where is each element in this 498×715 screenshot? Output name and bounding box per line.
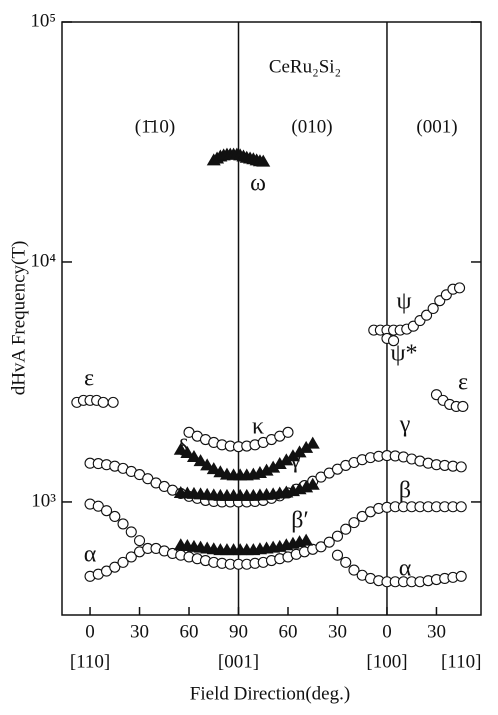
annotation: ε [84, 366, 94, 392]
data-point [323, 536, 335, 548]
data-point [272, 456, 287, 469]
data-point [200, 458, 215, 471]
y-tick-label: 10³ [31, 490, 56, 511]
data-point [455, 461, 467, 473]
data-point [340, 556, 352, 568]
data-point [421, 309, 433, 321]
data-point [305, 436, 320, 449]
x-tick-label: 60 [180, 621, 199, 642]
annotation: β [399, 478, 411, 504]
x-tick-label: 60 [278, 621, 297, 642]
x-tick-label: 30 [130, 621, 149, 642]
annotation: α [399, 556, 412, 582]
annotation: δ [177, 436, 188, 462]
data-point [292, 445, 307, 458]
data-point [455, 570, 467, 582]
data-point [331, 549, 344, 561]
data-point [125, 551, 137, 563]
y-axis-title: dHvA Frequency(T) [8, 241, 29, 396]
data-point [427, 302, 439, 315]
data-point [193, 454, 208, 467]
data-point [348, 517, 360, 529]
data-point [457, 400, 469, 413]
annotation: γ [399, 412, 411, 438]
x-tick-label: 90 [229, 621, 248, 642]
annotation: ψ [396, 289, 411, 315]
annotation: γ′ [289, 448, 306, 474]
y-tick-label: 10⁴ [30, 250, 56, 271]
data-point [282, 426, 294, 438]
data-point [455, 501, 467, 513]
data-point [348, 564, 360, 576]
annotation: ε [458, 370, 468, 396]
y-tick-label: 10⁵ [30, 10, 56, 31]
chart-title: CeRu₂Si₂ [269, 56, 341, 77]
data-point [315, 541, 327, 553]
data-point [266, 460, 281, 473]
region-label: (010) [291, 116, 332, 137]
region-label: (001) [416, 116, 457, 137]
x-direction-label: [110] [441, 651, 481, 672]
x-direction-label: [110] [70, 651, 110, 672]
data-point [279, 453, 294, 466]
x-tick-label: 30 [328, 621, 347, 642]
annotation: κ [252, 414, 264, 440]
x-direction-label: [001] [218, 651, 259, 672]
data-point [356, 510, 368, 523]
x-axis-title: Field Direction(deg.) [190, 683, 350, 704]
annotation: α [84, 542, 97, 568]
data-point [256, 154, 271, 167]
data-point [454, 282, 466, 294]
data-point [133, 535, 146, 547]
plot-frame [61, 21, 482, 616]
data-point [100, 505, 113, 517]
data-point [97, 396, 109, 408]
data-point [107, 396, 119, 408]
data-point [117, 518, 129, 530]
annotation: β′ [291, 508, 308, 534]
data-point [109, 510, 121, 523]
data-point [340, 523, 352, 535]
data-point [259, 463, 274, 476]
x-tick-label: 0 [382, 621, 392, 642]
annotation: ψ* [390, 341, 417, 367]
data-point [109, 561, 121, 573]
data-point [388, 335, 400, 347]
data-point [180, 445, 195, 458]
data-point [186, 449, 201, 462]
x-tick-label: 0 [85, 621, 95, 642]
data-point [299, 440, 314, 453]
data-point [299, 533, 314, 546]
region-label: (1̄10) [135, 116, 175, 137]
data-point [331, 530, 344, 542]
data-point [117, 556, 129, 568]
x-direction-label: [100] [366, 651, 407, 672]
annotation: ω [250, 171, 266, 197]
data-point [285, 449, 300, 462]
data-point [125, 526, 137, 538]
x-tick-label: 30 [427, 621, 446, 642]
data-point [305, 477, 320, 490]
